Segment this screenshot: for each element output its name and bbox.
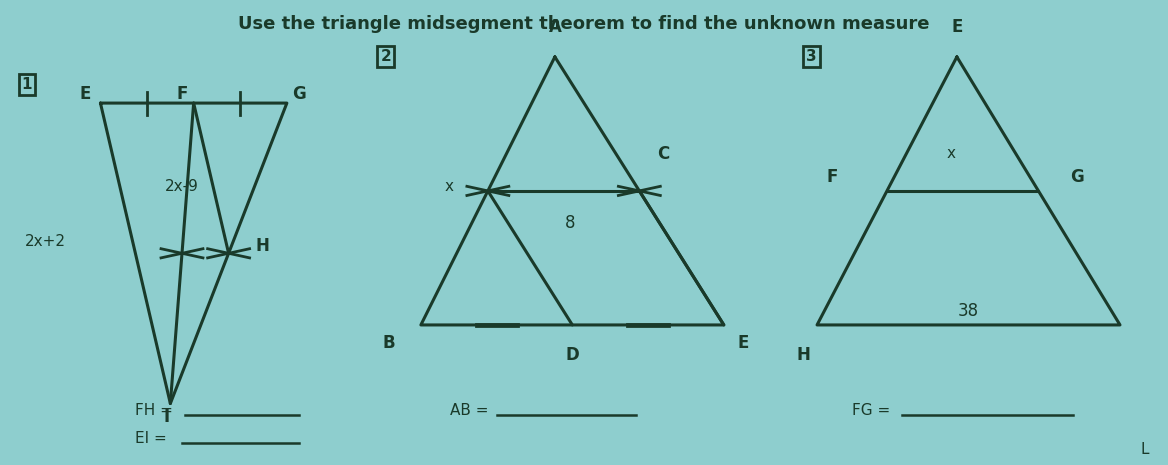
Text: F: F <box>827 168 837 186</box>
Text: G: G <box>292 85 305 103</box>
Text: G: G <box>1070 168 1084 186</box>
Text: F: F <box>176 85 188 103</box>
Text: A: A <box>549 18 562 36</box>
Text: x: x <box>946 146 955 161</box>
Text: L: L <box>1141 442 1149 457</box>
Text: FG =: FG = <box>851 403 890 418</box>
Text: E: E <box>738 334 749 352</box>
Text: H: H <box>256 237 270 255</box>
Text: 2x+2: 2x+2 <box>25 234 65 249</box>
Text: EI =: EI = <box>135 431 167 445</box>
Text: 2x-9: 2x-9 <box>165 179 199 194</box>
Text: 38: 38 <box>958 302 979 320</box>
Text: I: I <box>164 408 169 426</box>
Text: x: x <box>445 179 453 194</box>
Text: B: B <box>383 334 395 352</box>
Text: Use the triangle midsegment theorem to find the unknown measure: Use the triangle midsegment theorem to f… <box>238 15 930 33</box>
Text: 2: 2 <box>381 49 391 64</box>
Text: AB =: AB = <box>450 403 488 418</box>
Text: E: E <box>79 85 91 103</box>
Text: 3: 3 <box>806 49 816 64</box>
Text: 8: 8 <box>565 214 576 232</box>
Text: D: D <box>565 346 579 364</box>
Text: FH =: FH = <box>135 403 173 418</box>
Text: H: H <box>797 346 809 364</box>
Text: C: C <box>658 145 669 163</box>
Text: 1: 1 <box>22 77 33 92</box>
Text: E: E <box>951 18 962 36</box>
